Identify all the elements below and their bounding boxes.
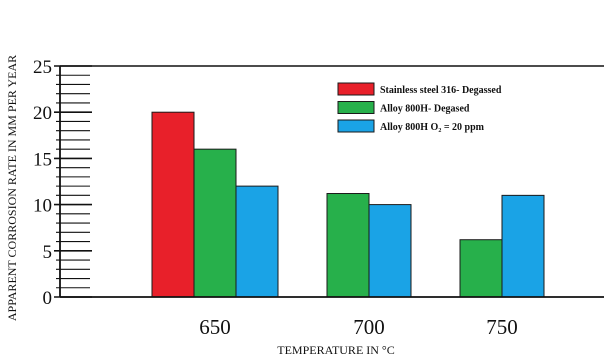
- bar-650-series-1: [193, 148, 237, 298]
- x-tick-label: 650: [199, 315, 231, 339]
- legend-label: Stainless steel 316- Degassed: [380, 85, 502, 96]
- y-axis-title: APPARENT CORROSION RATE IN MM PER YEAR: [5, 55, 19, 321]
- bar-700-series-1: [326, 193, 370, 298]
- legend-swatch: [337, 119, 375, 133]
- y-tick-label: 10: [33, 196, 52, 217]
- y-tick-label: 20: [33, 103, 52, 124]
- labels-layer: 0 5 10 15 20 25 650 700 750 TEMPERATURE IN °C APPA…: [5, 55, 518, 357]
- x-axis-title: TEMPERATURE IN °C: [277, 343, 394, 356]
- bar-650-series-2: [235, 185, 279, 298]
- legend: Stainless steel 316- Degassed Alloy 800H-…: [337, 82, 502, 133]
- axes-layer: [54, 65, 604, 298]
- bar-750-series-1: [459, 239, 503, 298]
- x-tick-label: 700: [353, 315, 385, 339]
- y-tick-label: 0: [43, 288, 53, 309]
- y-tick-label: 15: [33, 149, 52, 170]
- bar-650-series-0: [151, 111, 195, 298]
- legend-swatch: [337, 101, 375, 114]
- legend-swatch: [337, 82, 375, 96]
- legend-label: Alloy 800H O₂ = 20 ppm: [380, 122, 485, 133]
- y-tick-label: 5: [43, 242, 53, 263]
- bar-700-series-2: [368, 204, 412, 298]
- x-tick-label: 750: [486, 315, 518, 339]
- bar-750-series-2: [501, 194, 545, 298]
- bars-layer: [151, 111, 545, 298]
- y-tick-label: 25: [33, 57, 52, 78]
- legend-label: Alloy 800H- Degased: [380, 104, 470, 115]
